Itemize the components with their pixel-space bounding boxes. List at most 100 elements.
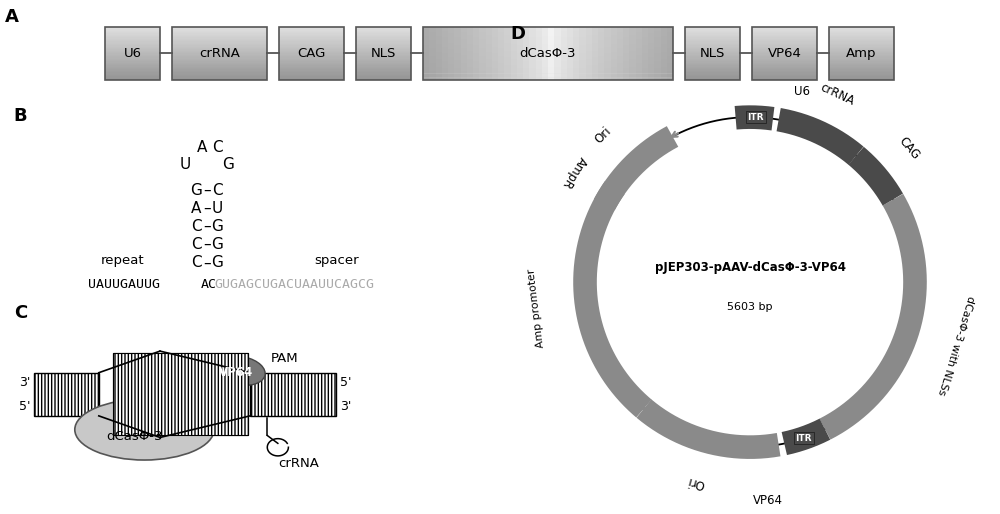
Bar <box>752 36 817 38</box>
Bar <box>105 34 160 36</box>
Bar <box>279 63 344 64</box>
Bar <box>279 32 344 33</box>
Bar <box>423 77 673 79</box>
Bar <box>356 79 411 80</box>
Bar <box>279 37 344 39</box>
Bar <box>752 50 817 52</box>
Text: –: – <box>203 255 211 270</box>
Bar <box>105 53 160 55</box>
Bar <box>829 36 894 38</box>
Bar <box>752 33 817 35</box>
Bar <box>356 32 411 33</box>
Bar <box>34 373 99 416</box>
Bar <box>356 28 411 29</box>
Bar <box>752 43 817 44</box>
Bar <box>423 53 673 55</box>
Bar <box>172 41 267 43</box>
Bar <box>105 27 160 80</box>
Bar <box>685 74 740 75</box>
Bar <box>279 72 344 74</box>
Bar <box>105 65 160 67</box>
Bar <box>279 27 344 28</box>
Bar <box>752 63 817 64</box>
Text: G: G <box>211 237 223 252</box>
Bar <box>250 373 336 416</box>
Bar <box>172 74 267 75</box>
Bar <box>423 41 673 43</box>
Bar <box>105 79 160 80</box>
Bar <box>685 53 740 55</box>
Bar <box>829 41 894 43</box>
Bar <box>105 57 160 59</box>
Bar <box>829 79 894 80</box>
Bar <box>279 61 344 63</box>
Text: G: G <box>222 157 234 172</box>
Bar <box>172 32 267 33</box>
Bar <box>604 27 611 80</box>
Bar <box>752 32 817 33</box>
Text: 3': 3' <box>19 376 30 389</box>
Bar <box>498 27 504 80</box>
Bar <box>685 44 740 45</box>
Bar <box>172 77 267 79</box>
Text: B: B <box>14 107 27 125</box>
Text: PAM: PAM <box>271 353 298 365</box>
Bar <box>829 75 894 76</box>
Bar <box>279 49 344 51</box>
Bar <box>279 36 344 38</box>
Bar <box>279 76 344 78</box>
Bar <box>829 63 894 64</box>
Text: Amp: Amp <box>846 47 877 60</box>
Bar <box>829 65 894 67</box>
Bar <box>279 53 344 55</box>
Bar <box>356 65 411 67</box>
Bar <box>172 27 267 80</box>
Bar <box>105 77 160 79</box>
Bar <box>829 44 894 45</box>
Bar <box>105 56 160 58</box>
Bar <box>356 64 411 65</box>
Bar <box>356 43 411 44</box>
Bar <box>685 70 740 72</box>
Bar <box>172 44 267 45</box>
Bar <box>752 27 817 28</box>
Text: 5': 5' <box>340 376 352 389</box>
Bar <box>829 61 894 63</box>
Text: G: G <box>211 219 223 234</box>
Bar <box>752 76 817 78</box>
Bar <box>105 28 160 29</box>
Bar <box>423 27 673 80</box>
Bar <box>752 68 817 69</box>
Bar <box>685 27 740 28</box>
Bar <box>685 61 740 63</box>
Bar <box>829 76 894 78</box>
Bar <box>829 54 894 56</box>
Bar <box>279 57 344 59</box>
Bar <box>685 60 740 62</box>
Text: C: C <box>212 182 223 197</box>
Bar <box>461 27 467 80</box>
Bar <box>279 47 344 48</box>
Bar <box>752 47 817 48</box>
Bar <box>642 27 648 80</box>
Bar <box>356 77 411 79</box>
Bar <box>685 43 740 44</box>
Text: NLS: NLS <box>700 47 725 60</box>
Bar <box>279 28 344 29</box>
Bar <box>105 70 160 72</box>
Text: crRNA: crRNA <box>819 81 857 107</box>
Bar <box>279 44 344 45</box>
Bar <box>423 69 673 71</box>
Bar <box>829 40 894 42</box>
Bar <box>279 69 344 71</box>
Bar <box>423 61 673 63</box>
Bar <box>685 72 740 74</box>
Bar <box>105 47 160 48</box>
Bar <box>829 29 894 31</box>
Text: 5': 5' <box>19 400 30 413</box>
Bar <box>105 63 160 64</box>
Bar <box>105 67 160 68</box>
Bar <box>752 48 817 49</box>
Bar <box>279 54 344 56</box>
Bar <box>356 50 411 52</box>
